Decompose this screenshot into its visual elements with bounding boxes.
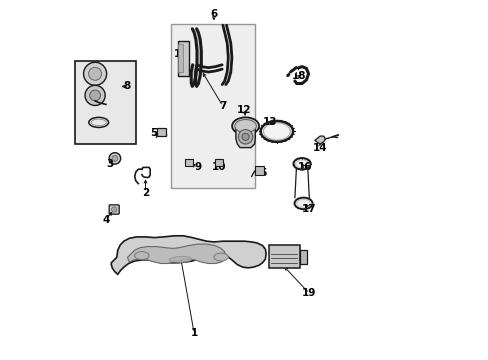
FancyBboxPatch shape <box>254 166 263 175</box>
Text: 6: 6 <box>210 9 217 19</box>
Circle shape <box>89 90 101 101</box>
Text: 18: 18 <box>291 71 306 81</box>
Text: 13: 13 <box>263 117 277 127</box>
Text: 17: 17 <box>302 204 316 214</box>
Circle shape <box>85 85 105 105</box>
Text: 11: 11 <box>174 49 188 59</box>
Text: 9: 9 <box>194 162 201 172</box>
Circle shape <box>112 156 118 161</box>
FancyBboxPatch shape <box>170 24 255 188</box>
Text: 7: 7 <box>219 101 226 111</box>
Ellipse shape <box>296 199 310 207</box>
FancyBboxPatch shape <box>109 205 119 214</box>
Ellipse shape <box>134 252 149 260</box>
Ellipse shape <box>234 120 256 132</box>
Text: 3: 3 <box>106 159 113 169</box>
Polygon shape <box>314 136 325 144</box>
Polygon shape <box>235 126 255 148</box>
Circle shape <box>238 130 252 144</box>
FancyBboxPatch shape <box>299 250 306 264</box>
FancyBboxPatch shape <box>268 245 299 268</box>
Text: 14: 14 <box>312 143 327 153</box>
FancyBboxPatch shape <box>178 41 188 76</box>
Text: 8: 8 <box>123 81 131 91</box>
Ellipse shape <box>263 123 290 140</box>
Polygon shape <box>111 236 265 274</box>
Circle shape <box>111 207 117 212</box>
Text: 4: 4 <box>102 215 109 225</box>
Text: 15: 15 <box>253 168 267 178</box>
Polygon shape <box>168 256 192 263</box>
Ellipse shape <box>232 117 259 135</box>
FancyBboxPatch shape <box>214 159 222 166</box>
Circle shape <box>83 62 106 85</box>
Text: 12: 12 <box>237 105 251 115</box>
Circle shape <box>88 67 102 80</box>
Text: 2: 2 <box>142 188 149 198</box>
FancyBboxPatch shape <box>75 61 136 144</box>
Text: 5: 5 <box>150 128 157 138</box>
Circle shape <box>242 133 249 140</box>
FancyBboxPatch shape <box>184 159 192 166</box>
FancyBboxPatch shape <box>178 44 183 72</box>
Circle shape <box>109 153 121 164</box>
Ellipse shape <box>213 253 228 261</box>
Text: 1: 1 <box>190 328 197 338</box>
FancyBboxPatch shape <box>157 128 165 136</box>
Ellipse shape <box>295 160 308 168</box>
Text: 10: 10 <box>212 162 226 172</box>
Text: 16: 16 <box>297 162 312 172</box>
Text: 19: 19 <box>302 288 316 298</box>
Polygon shape <box>127 244 225 264</box>
